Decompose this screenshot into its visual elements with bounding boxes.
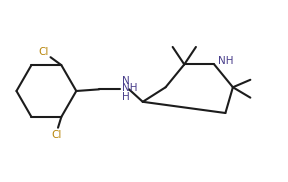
Text: NH: NH	[122, 83, 137, 93]
Text: NH: NH	[217, 56, 233, 66]
Text: Cl: Cl	[51, 130, 62, 140]
Text: N: N	[122, 76, 129, 86]
Text: Cl: Cl	[39, 47, 49, 57]
Text: H: H	[122, 92, 129, 102]
